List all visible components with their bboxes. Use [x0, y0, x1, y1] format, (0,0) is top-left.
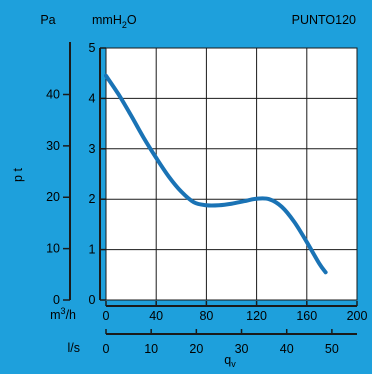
pa-tick-label: 20: [46, 190, 60, 204]
axis-labels: Pa mmH2O PUNTO120 p t m3/h l/s qv: [11, 13, 356, 369]
mmh2o-tick-label: 4: [89, 91, 96, 105]
mmh2o-tick-label: 1: [89, 243, 96, 257]
ls-tick-label: 20: [189, 342, 203, 356]
x-axis-title: qv: [224, 353, 236, 369]
grid-lines: [106, 48, 357, 300]
m3h-tick-label: 80: [199, 309, 213, 323]
m3h-tick-label: 120: [246, 309, 267, 323]
y-axis-title: p t: [11, 168, 25, 182]
x-unit-m3h-label: m3/h: [50, 306, 76, 322]
m3h-tick-label: 40: [149, 309, 163, 323]
pa-tick-label: 40: [46, 87, 60, 101]
m3h-tick-label: 160: [296, 309, 317, 323]
m3h-tick-label: 0: [103, 309, 110, 323]
pa-tick-label: 0: [53, 293, 60, 307]
ls-tick-label: 0: [103, 342, 110, 356]
series-line: [104, 73, 328, 275]
mmh2o-tick-label: 0: [89, 293, 96, 307]
pa-tick-label: 30: [46, 139, 60, 153]
y-unit-mmh2o-label: mmH2O: [92, 13, 137, 30]
mmh2o-tick-label: 2: [89, 192, 96, 206]
pa-tick-label: 10: [46, 242, 60, 256]
ls-tick-label: 50: [325, 342, 339, 356]
m3h-tick-label: 200: [347, 309, 368, 323]
y-unit-pa-label: Pa: [40, 13, 55, 27]
mmh2o-tick-label: 5: [89, 41, 96, 55]
axes: [63, 42, 358, 335]
ls-tick-label: 10: [144, 342, 158, 356]
model-title: PUNTO120: [292, 13, 356, 27]
ls-tick-label: 40: [280, 342, 294, 356]
x-unit-ls-label: l/s: [68, 341, 81, 355]
mmh2o-tick-label: 3: [89, 142, 96, 156]
ls-tick-label: 30: [235, 342, 249, 356]
